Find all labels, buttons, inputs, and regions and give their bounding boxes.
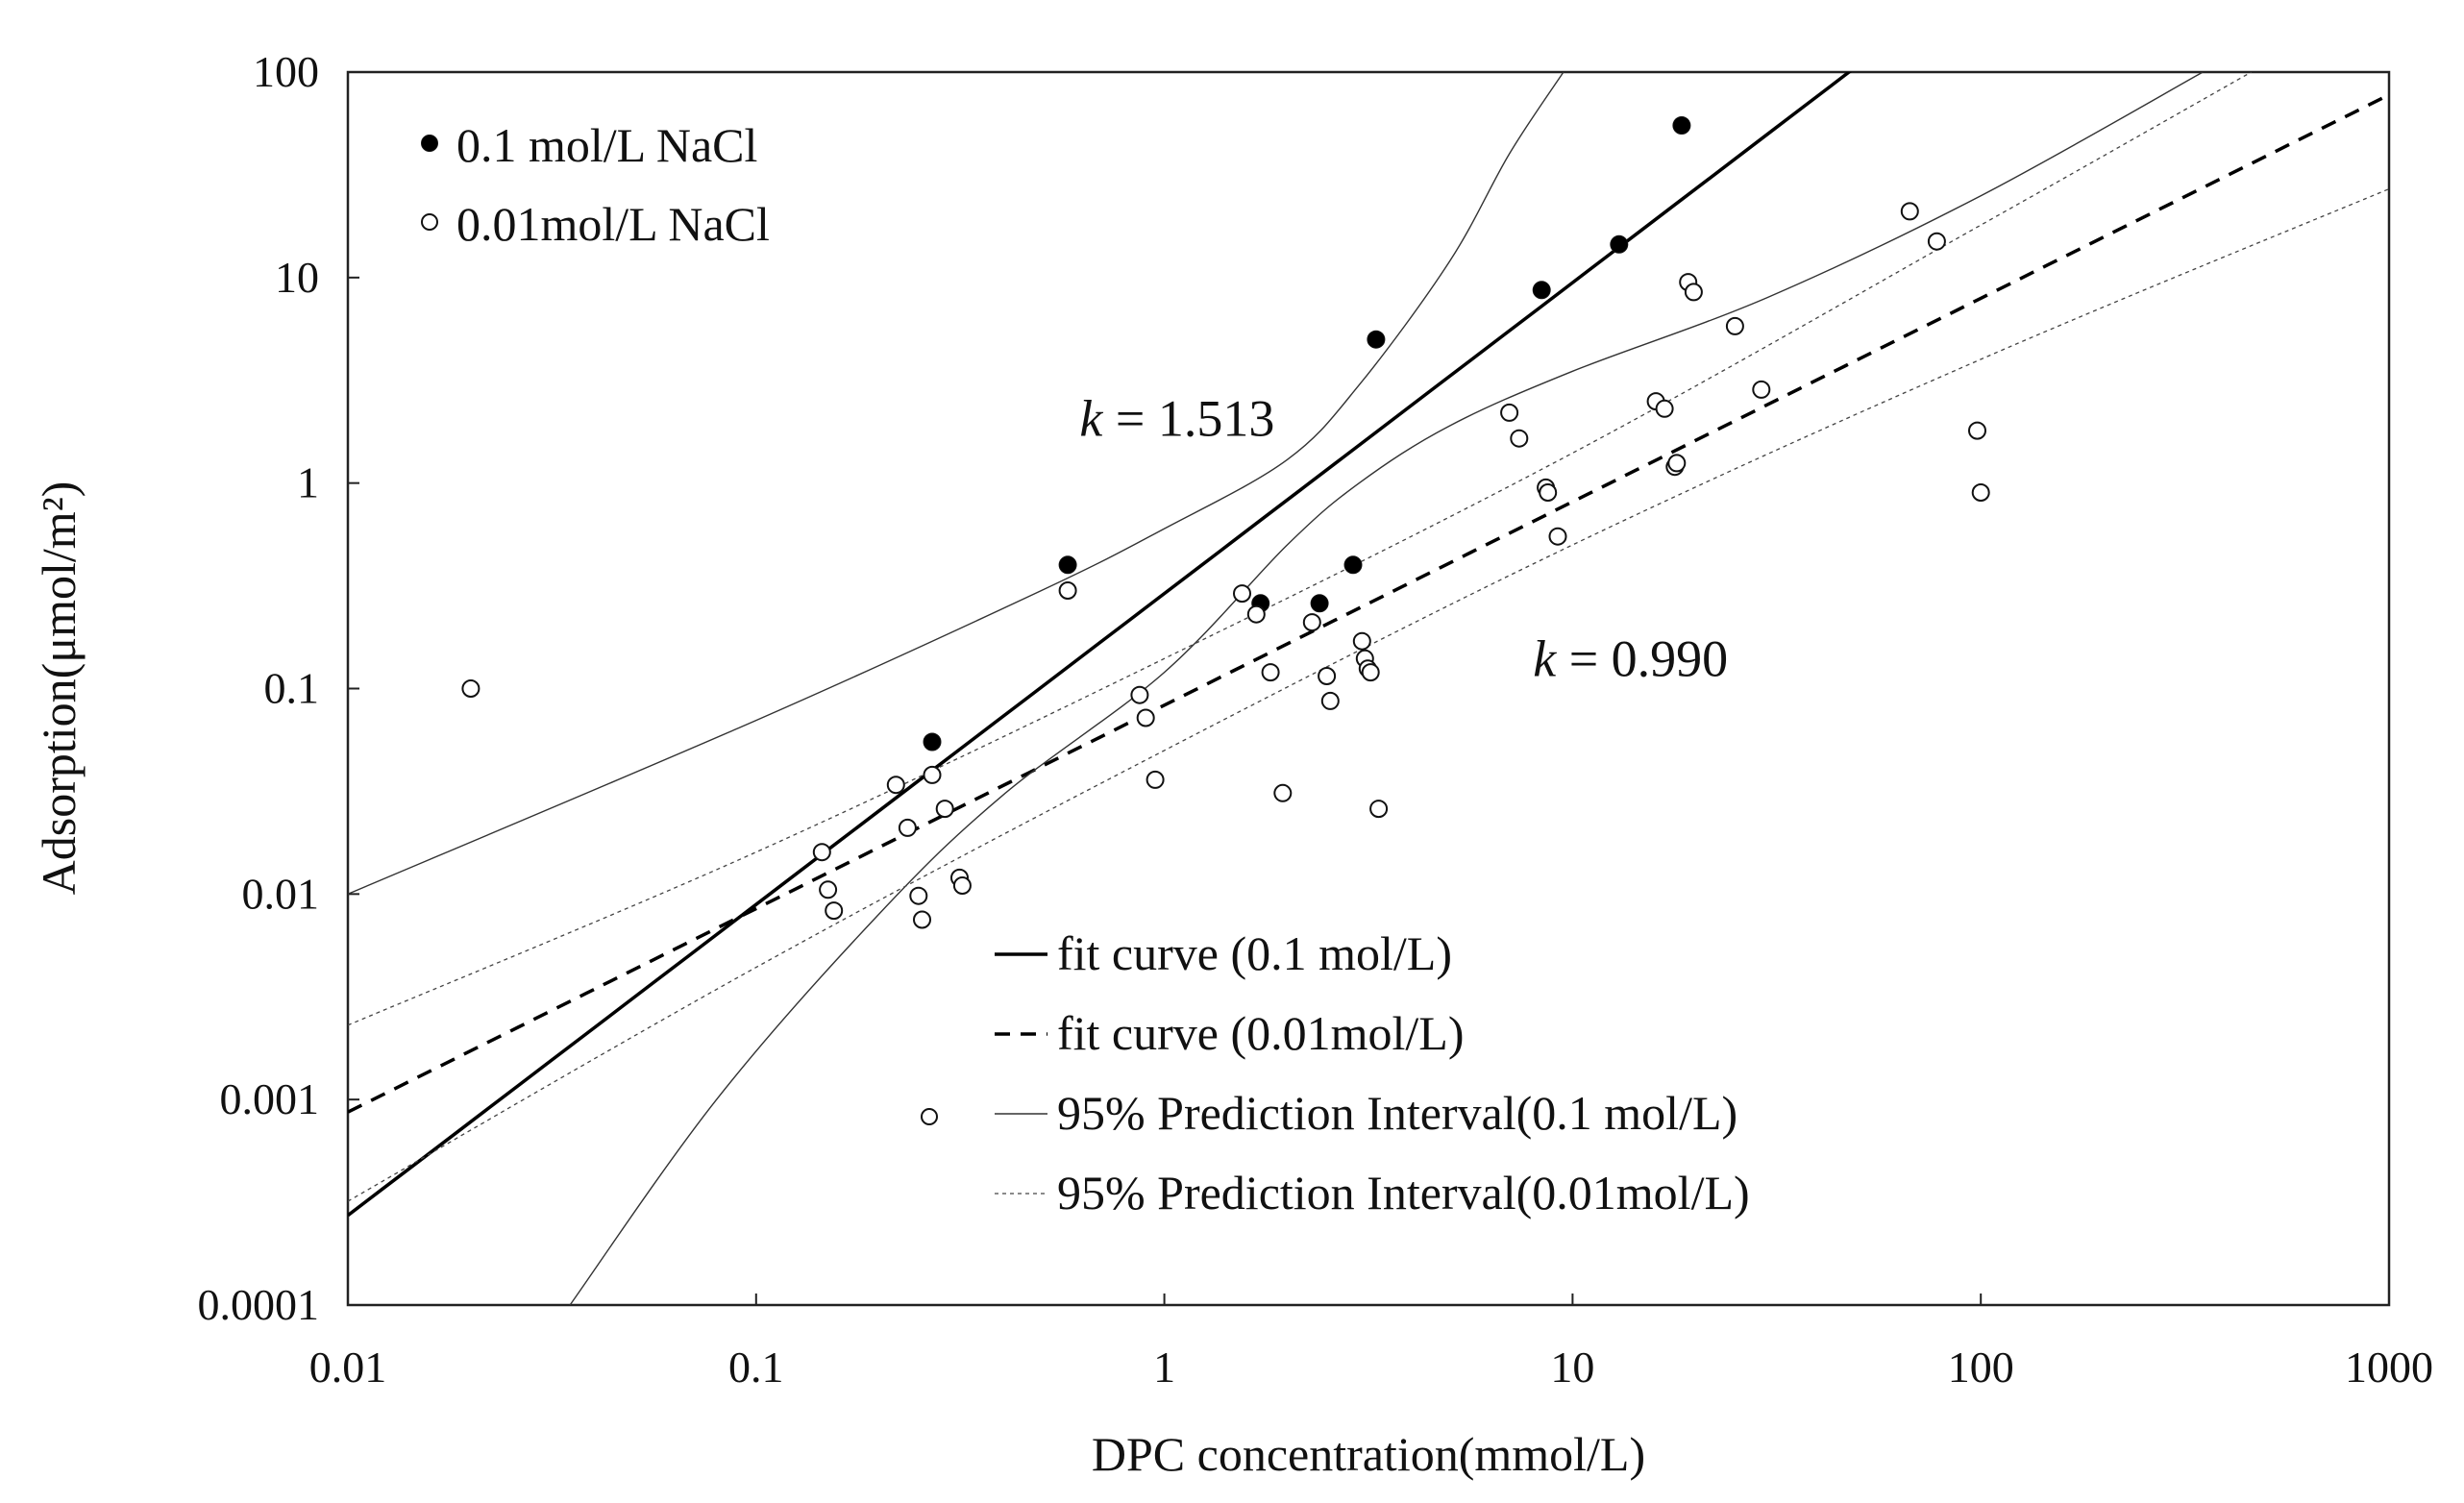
data-point-0.01M — [1752, 380, 1771, 399]
data-point-0.01M — [1136, 708, 1155, 727]
data-point-0.01M — [1667, 454, 1687, 473]
data-point-0.01M — [1320, 691, 1340, 710]
y-tick-label: 0.01 — [242, 869, 320, 918]
x-axis-ticks: 0.01 0.1 1 10 100 1000 — [309, 1294, 2433, 1392]
y-tick-label: 10 — [275, 253, 319, 302]
x-tick-label: 100 — [1948, 1343, 2014, 1392]
data-point-0.01M — [1318, 667, 1337, 685]
data-point-0.1M — [1058, 555, 1077, 575]
x-axis-title: DPC concentration(mmol/L) — [1092, 1427, 1645, 1481]
prediction-interval-2-upper — [348, 72, 2253, 1026]
y-tick-label: 1 — [297, 458, 319, 507]
fit-curve-1 — [348, 72, 1852, 1218]
y-tick-label: 0.1 — [264, 664, 320, 713]
data-point-0.01M — [913, 910, 931, 929]
data-point-0.01M — [952, 876, 972, 895]
legend-top: 0.1 mol/L NaCl 0.01mol/L NaCl — [421, 118, 770, 251]
k-value: = 0.990 — [1556, 630, 1728, 688]
data-point-0.01M — [1500, 403, 1519, 422]
k-symbol: k — [1079, 389, 1103, 447]
legend-label: fit curve (0.01mol/L) — [1057, 1006, 1465, 1060]
data-point-0.01M — [1968, 421, 1986, 440]
data-point-0.01M — [1302, 613, 1321, 632]
legend-label: 0.1 mol/L NaCl — [456, 118, 757, 172]
prediction-interval-2-lower — [348, 187, 2389, 1202]
x-tick-label: 1000 — [2345, 1343, 2433, 1392]
data-point-0.01M — [1361, 663, 1380, 682]
data-point-0.01M — [1130, 685, 1149, 704]
data-point-0.01M — [1352, 631, 1371, 651]
k-annotation-1: k = 1.513 — [1079, 389, 1274, 447]
data-point-0.1M — [1343, 555, 1363, 575]
data-point-0.01M — [1927, 232, 1946, 251]
data-point-0.01M — [935, 800, 954, 819]
legend-marker — [921, 1108, 938, 1125]
data-point-0.01M — [1369, 800, 1389, 819]
data-point-0.01M — [909, 886, 928, 905]
data-point-0.1M — [923, 732, 942, 752]
legend-marker — [421, 213, 438, 231]
x-tick-label: 10 — [1550, 1343, 1594, 1392]
k-symbol: k — [1533, 630, 1557, 688]
curves-layer — [348, 72, 2389, 1305]
data-point-0.1M — [1367, 330, 1386, 349]
data-point-0.01M — [1548, 527, 1567, 546]
y-tick-label: 0.0001 — [198, 1280, 320, 1329]
legend-label: fit curve (0.1 mol/L) — [1057, 926, 1452, 980]
data-point-0.01M — [1261, 663, 1280, 682]
y-axis-title: Adsorption(μmol/m²) — [32, 481, 86, 896]
fit-curve-2 — [348, 93, 2389, 1114]
legend-bottom: fit curve (0.1 mol/L) fit curve (0.01mol/… — [921, 926, 1750, 1220]
y-tick-label: 0.001 — [220, 1074, 320, 1123]
data-point-0.1M — [1672, 116, 1691, 135]
data-point-0.01M — [1725, 316, 1744, 335]
data-point-0.01M — [1510, 429, 1529, 448]
data-point-0.01M — [1233, 584, 1251, 604]
legend-label: 0.01mol/L NaCl — [456, 197, 770, 251]
k-annotation-2: k = 0.990 — [1533, 630, 1728, 688]
data-point-0.01M — [825, 901, 844, 921]
data-point-0.1M — [1532, 281, 1551, 300]
data-point-0.01M — [1684, 283, 1703, 302]
data-point-0.01M — [886, 776, 905, 795]
legend-label: 95% Prediction Interval(0.1 mol/L) — [1057, 1086, 1737, 1140]
y-axis-ticks: 0.0001 0.001 0.01 0.1 1 10 100 — [198, 47, 359, 1329]
k-value: = 1.513 — [1102, 389, 1274, 447]
prediction-interval-1-lower — [569, 72, 2204, 1305]
data-point-0.01M — [1900, 202, 1919, 221]
data-point-0.01M — [819, 880, 838, 899]
data-point-0.01M — [1058, 581, 1077, 600]
data-point-0.01M — [898, 818, 917, 837]
legend-label: 95% Prediction Interval(0.01mol/L) — [1057, 1166, 1750, 1220]
data-point-0.01M — [923, 765, 942, 784]
data-point-0.1M — [1610, 234, 1629, 254]
data-point-0.01M — [1655, 399, 1674, 418]
y-tick-label: 100 — [253, 47, 319, 96]
x-tick-label: 0.1 — [728, 1343, 784, 1392]
legend-marker — [421, 135, 438, 152]
data-point-0.01M — [1539, 483, 1558, 502]
data-point-0.01M — [1273, 783, 1293, 802]
prediction-interval-1-upper — [348, 72, 1565, 895]
data-point-0.01M — [461, 679, 480, 698]
x-tick-label: 0.01 — [309, 1343, 387, 1392]
data-point-0.01M — [1246, 604, 1266, 624]
data-point-0.1M — [1310, 594, 1329, 613]
x-tick-label: 1 — [1153, 1343, 1175, 1392]
points-layer — [461, 116, 1990, 929]
data-point-0.01M — [1146, 770, 1165, 789]
data-point-0.01M — [812, 843, 831, 862]
data-point-0.01M — [1971, 483, 1990, 502]
